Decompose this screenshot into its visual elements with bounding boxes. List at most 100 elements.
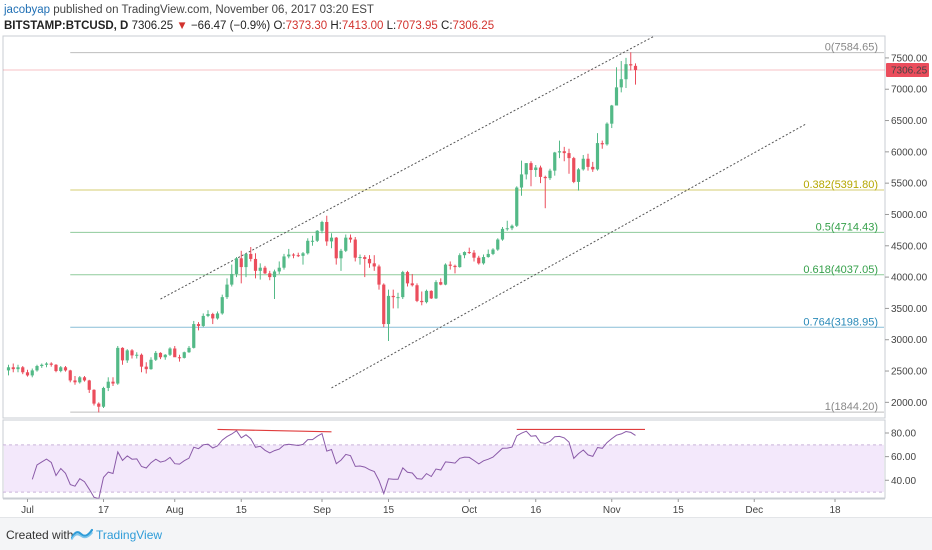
candle-body	[177, 357, 182, 359]
author-link[interactable]: jacobyap	[4, 4, 51, 16]
last-price: 7306.25	[131, 20, 174, 32]
candle-body	[339, 250, 343, 259]
candle-body	[125, 350, 129, 361]
price-axis-label: 3000.00	[891, 335, 928, 346]
candle-body	[325, 221, 329, 242]
tradingview-logo-icon[interactable]	[71, 527, 93, 541]
candle-body	[201, 315, 205, 326]
candle-body	[149, 359, 153, 370]
time-axis-label: Dec	[745, 505, 763, 516]
candle-body	[600, 143, 604, 145]
candle-body	[54, 364, 58, 372]
candle-body	[30, 370, 34, 376]
fib-level-label: 0(7584.65)	[825, 42, 878, 54]
open-value: 7373.30	[285, 20, 328, 32]
chart-header: jacobyap published on TradingView.com, N…	[0, 0, 932, 36]
trend-channel-lower	[331, 123, 807, 389]
candle-body	[410, 283, 414, 286]
candle-body	[334, 237, 338, 259]
candle-body	[329, 237, 334, 242]
candle-body	[515, 187, 519, 226]
price-change: −66.47 (−0.9%)	[190, 20, 271, 32]
rsi-axis-label: 80.00	[891, 429, 916, 440]
candle-body	[144, 366, 148, 370]
price-axis-label: 6500.00	[891, 116, 928, 127]
candle-body	[510, 225, 514, 229]
candle-body	[173, 348, 177, 358]
candle-body	[420, 300, 424, 303]
candle-body	[320, 221, 324, 231]
candle-body	[296, 255, 300, 257]
fib-level-label: 1(1844.20)	[825, 401, 878, 413]
time-axis-label: Sep	[313, 505, 331, 516]
price-axis-label: 7000.00	[891, 85, 928, 96]
candle-body	[306, 240, 310, 254]
rsi-axis-label: 60.00	[891, 452, 916, 463]
low-value: 7073.95	[396, 20, 438, 32]
candle-body	[168, 348, 172, 355]
candle-body	[401, 272, 405, 298]
candle-body	[111, 381, 115, 384]
candle-body	[244, 253, 248, 268]
candle-body	[192, 324, 196, 348]
candle-body	[92, 389, 96, 404]
candle-body	[472, 252, 476, 258]
price-axis-label: 5500.00	[891, 179, 928, 190]
trend-channel-upper	[160, 35, 655, 300]
candle-body	[548, 170, 552, 179]
candle-body	[287, 254, 291, 257]
candle-body	[396, 297, 400, 299]
candle-body	[220, 297, 224, 314]
candle-body	[196, 324, 201, 326]
last-price-tag	[886, 63, 929, 78]
candle-body	[519, 174, 524, 188]
candle-body	[44, 363, 49, 365]
candle-body	[59, 367, 63, 372]
close-value: 7306.25	[452, 20, 495, 32]
tradingview-brand[interactable]: TradingView	[96, 528, 163, 542]
candle-body	[382, 284, 386, 325]
ohlc-legend: BITSTAMP:BTCUSD, D 7306.25 ▼ −66.47 (−0.…	[4, 19, 494, 33]
candle-body	[619, 79, 623, 88]
price-axis-label: 2500.00	[891, 367, 928, 378]
open-label: O:	[273, 20, 286, 32]
price-pane	[2, 35, 886, 419]
candle-body	[63, 367, 68, 371]
candle-body	[253, 258, 258, 271]
candle-body	[543, 176, 547, 179]
candle-body	[610, 105, 614, 124]
price-axis-label: 2000.00	[891, 398, 928, 409]
time-axis-label: Aug	[166, 505, 184, 516]
symbol-label: BITSTAMP:BTCUSD, D	[4, 20, 129, 32]
time-axis-label: Jul	[21, 505, 34, 516]
candle-body	[310, 240, 315, 242]
candle-body	[187, 347, 191, 353]
candle-body	[16, 367, 20, 370]
candle-body	[116, 347, 120, 384]
candle-body	[291, 254, 296, 256]
candle-body	[391, 295, 395, 298]
candle-body	[372, 263, 376, 267]
time-axis-label: 15	[673, 505, 685, 516]
candle-body	[82, 377, 87, 381]
low-label: L:	[386, 20, 397, 32]
high-label: H:	[330, 20, 342, 32]
candle-body	[35, 366, 39, 371]
candle-body	[424, 290, 429, 303]
fib-level-label: 0.764(3198.95)	[803, 316, 878, 328]
candle-body	[101, 387, 106, 407]
candle-body	[377, 266, 381, 285]
candle-body	[344, 237, 348, 251]
rsi-axis-label: 40.00	[891, 476, 916, 487]
candle-body	[538, 167, 543, 177]
footer-bar: Created with TradingView	[0, 517, 932, 550]
candle-body	[49, 363, 53, 365]
candle-body	[73, 380, 77, 383]
candle-body	[576, 169, 581, 182]
price-chart[interactable]: 7500.00 7000.00 6500.00 6000.00 5500.00 5000.…	[0, 0, 932, 518]
candle-body	[315, 230, 319, 241]
candle-body	[557, 151, 562, 153]
candle-body	[239, 258, 243, 268]
candle-body	[458, 255, 462, 268]
publish-info: published on TradingView.com, November 0…	[53, 4, 374, 16]
